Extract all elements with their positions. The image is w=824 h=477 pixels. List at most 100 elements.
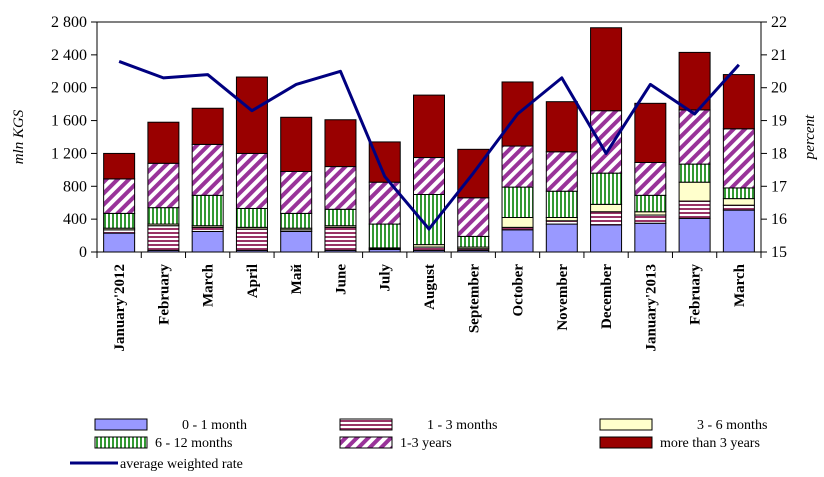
legend-label: 3 - 6 months	[697, 418, 767, 433]
bar-segment-6-12-months	[147, 207, 180, 225]
legend-label: more than 3 years	[660, 436, 760, 451]
x-category-label: November	[555, 264, 571, 331]
labels-layer: 0 400 800 1 200 1 600 2 000 2 400 2 800 15 16 17 18…	[11, 14, 818, 352]
plot-frame	[96, 21, 762, 253]
bar-segment-more-than-3-years	[235, 76, 268, 154]
y-right-tick-label: 16	[771, 211, 787, 228]
y-right-tick-label: 19	[771, 113, 787, 130]
bar-segment-0-1-month	[501, 229, 534, 253]
legend-swatch	[339, 418, 393, 431]
bar-segment-more-than-3-years	[545, 101, 578, 153]
bar-segment-6-12-months	[722, 187, 755, 200]
bar-segment-more-than-3-years	[147, 121, 180, 164]
y-left-axis-title: mln KGS	[11, 109, 27, 164]
y-left-tick-label: 1 200	[51, 145, 87, 162]
bar-segment-6-12-months	[501, 186, 534, 219]
bar-segment-1-3-months	[191, 226, 224, 232]
bar-segment-0-1-month	[634, 222, 667, 253]
bar-segment-1-3-months	[147, 225, 180, 251]
legend-swatch	[599, 436, 653, 449]
x-category-label: March	[732, 263, 748, 307]
bar-segment-3-6-months	[678, 181, 711, 202]
bar-segment-6-12-months	[678, 163, 711, 183]
bar-segment-1-3-months	[235, 228, 268, 251]
y-left-tick-label: 1 600	[51, 113, 87, 130]
legend-label: 1-3 years	[400, 436, 452, 451]
bar-segment-3-6-months	[501, 217, 534, 228]
bar-segment-6-12-months	[634, 194, 667, 213]
y-left-tick-label: 2 800	[51, 14, 87, 31]
bar-segment-6-12-months	[457, 235, 490, 248]
bar-segment-6-12-months	[545, 190, 578, 218]
legend-label: 0 - 1 month	[182, 418, 247, 433]
bar-segment-1-3-years	[103, 178, 136, 214]
bar-segment-0-1-month	[103, 232, 136, 253]
bar-segment-6-12-months	[191, 194, 224, 227]
legend-label: 1 - 3 months	[427, 418, 497, 433]
bar-segment-6-12-months	[235, 207, 268, 228]
bar-segment-more-than-3-years	[590, 27, 623, 112]
bar-segment-1-3-months	[634, 214, 667, 224]
y-right-tick-label: 21	[771, 47, 787, 64]
axes-layer	[91, 21, 767, 258]
legend-swatch	[94, 436, 148, 449]
bar-segment-6-12-months	[368, 223, 401, 249]
bars-layer	[103, 27, 755, 253]
bar-segment-1-3-months	[324, 226, 357, 251]
legend-label: 6 - 12 months	[155, 436, 232, 451]
bar-segment-1-3-years	[324, 166, 357, 210]
bar-segment-0-1-month	[678, 217, 711, 253]
legend-swatch	[94, 418, 148, 431]
x-category-label: January'2013	[643, 264, 659, 352]
bar-segment-more-than-3-years	[324, 119, 357, 168]
y-right-axis-title: percent	[802, 114, 818, 160]
bar-segment-3-6-months	[722, 198, 755, 206]
bar-segment-0-1-month	[590, 224, 623, 253]
bar-segment-1-3-years	[590, 110, 623, 174]
x-category-label: September	[466, 264, 482, 333]
bar-segment-6-12-months	[103, 212, 136, 229]
y-right-tick-label: 18	[771, 145, 787, 162]
bar-segment-0-1-month	[545, 223, 578, 253]
bar-segment-1-3-months	[722, 204, 755, 211]
y-left-tick-label: 400	[63, 211, 87, 228]
bar-segment-more-than-3-years	[634, 102, 667, 163]
x-category-label: February	[156, 264, 172, 325]
bar-segment-1-3-years	[280, 171, 313, 214]
bar-segment-more-than-3-years	[191, 107, 224, 145]
bar-segment-1-3-months	[590, 211, 623, 226]
x-category-label: February	[688, 264, 704, 325]
y-left-tick-label: 800	[63, 178, 87, 195]
legend-swatch	[339, 436, 393, 449]
x-category-label: April	[245, 264, 261, 298]
bar-segment-1-3-years	[722, 128, 755, 189]
bar-segment-1-3-years	[457, 197, 490, 237]
legend: 0 - 1 month 1 - 3 months 3 - 6 months 6 - 1…	[70, 418, 767, 472]
average-weighted-rate-line	[118, 60, 740, 231]
bar-segment-0-1-month	[191, 230, 224, 253]
legend-label: average weighted rate	[120, 457, 243, 472]
x-category-label: June	[333, 264, 349, 295]
bar-segment-1-3-years	[235, 152, 268, 209]
y-left-tick-label: 2 000	[51, 80, 87, 97]
bar-segment-more-than-3-years	[722, 74, 755, 130]
bar-segment-1-3-years	[191, 143, 224, 196]
x-category-label: December	[599, 264, 615, 329]
bar-segment-0-1-month	[280, 230, 313, 253]
x-category-label: October	[511, 264, 527, 317]
bar-segment-1-3-years	[413, 157, 445, 196]
bar-segment-more-than-3-years	[280, 116, 313, 172]
rate-line-layer	[118, 60, 740, 231]
bar-segment-more-than-3-years	[103, 152, 136, 180]
x-category-label: Май	[289, 264, 305, 295]
bar-segment-6-12-months	[590, 172, 623, 205]
y-left-tick-label: 2 400	[51, 47, 87, 64]
bar-segment-1-3-years	[634, 161, 667, 196]
y-left-tick-label: 0	[79, 244, 87, 261]
bar-segment-0-1-month	[722, 209, 755, 253]
bar-segment-3-6-months	[590, 203, 623, 213]
bar-segment-1-3-years	[501, 145, 534, 188]
x-category-label: July	[378, 264, 394, 292]
legend-swatch	[599, 418, 653, 431]
